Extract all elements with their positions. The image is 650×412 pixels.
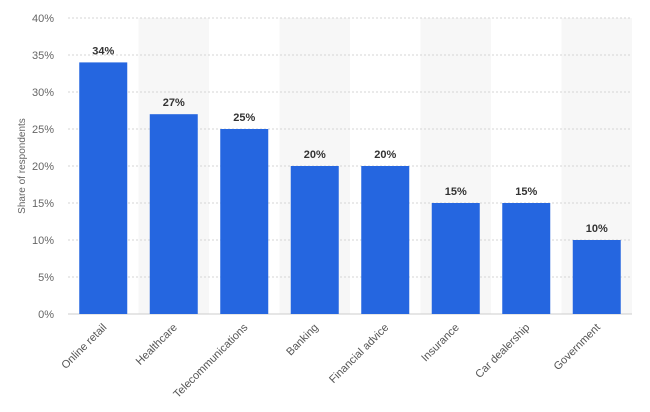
- y-tick-label: 40%: [32, 13, 54, 25]
- y-axis-ticks: 0% 5% 10% 15% 20% 25% 30% 35% 40%: [32, 13, 54, 321]
- data-label: 10%: [586, 223, 608, 235]
- x-tick-label: Insurance: [419, 322, 462, 365]
- data-label: 20%: [304, 149, 326, 161]
- bar: [79, 62, 128, 315]
- bars: [79, 62, 621, 315]
- x-tick-label: Online retail: [59, 322, 109, 372]
- y-tick-label: 35%: [32, 50, 54, 62]
- y-tick-label: 10%: [32, 235, 54, 247]
- y-axis-label: Share of respondents: [17, 118, 28, 214]
- y-tick-label: 5%: [38, 272, 54, 284]
- y-tick-label: 25%: [32, 124, 54, 136]
- x-tick-label: Telecommunications: [171, 321, 250, 400]
- bar: [290, 166, 339, 314]
- y-tick-label: 15%: [32, 198, 54, 210]
- x-tick-label: Financial advice: [327, 322, 391, 386]
- x-axis-ticks: Online retail HealthcareTelecommunication…: [59, 321, 602, 400]
- bar: [149, 114, 198, 314]
- bar: [502, 203, 551, 314]
- x-tick-label: Banking: [284, 322, 321, 359]
- data-label: 20%: [374, 149, 396, 161]
- data-label: 27%: [163, 97, 185, 109]
- y-tick-label: 30%: [32, 87, 54, 99]
- x-tick-label: Healthcare: [134, 322, 180, 368]
- y-tick-label: 0%: [38, 309, 54, 321]
- x-tick-label: Car dealership: [473, 322, 532, 381]
- bar: [361, 166, 410, 314]
- bar: [220, 129, 269, 314]
- data-label: 34%: [92, 45, 114, 57]
- data-labels: 34% 27% 25% 20% 20% 15% 15% 10%: [92, 45, 608, 235]
- bar: [572, 240, 621, 314]
- y-tick-label: 20%: [32, 161, 54, 173]
- data-label: 15%: [445, 186, 467, 198]
- x-tick-label: Government: [552, 322, 603, 373]
- data-label: 15%: [515, 186, 537, 198]
- bar: [431, 203, 480, 314]
- data-label: 25%: [233, 112, 255, 124]
